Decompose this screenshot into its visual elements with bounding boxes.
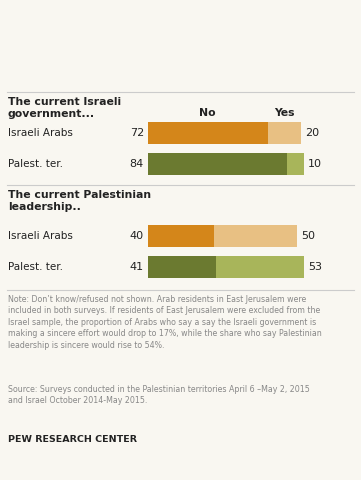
Bar [216, 256, 304, 278]
Bar [287, 153, 304, 175]
Text: The current Palestinian
leadership..: The current Palestinian leadership.. [8, 190, 151, 212]
Bar [148, 122, 268, 144]
Bar [148, 256, 216, 278]
Text: Palest. ter.: Palest. ter. [8, 159, 63, 169]
Text: No: No [200, 108, 216, 118]
Text: Yes: Yes [274, 108, 295, 118]
Bar [148, 225, 214, 247]
Text: 50: 50 [301, 231, 316, 241]
Text: Source: Surveys conducted in the Palestinian territories April 6 –May 2, 2015
an: Source: Surveys conducted in the Palesti… [8, 385, 310, 406]
Text: Israeli Arabs: Israeli Arabs [8, 128, 73, 138]
Text: 41: 41 [130, 262, 144, 272]
Bar [148, 153, 287, 175]
Text: The current Israeli
government...: The current Israeli government... [8, 97, 121, 119]
Text: 84: 84 [130, 159, 144, 169]
Text: 20: 20 [305, 128, 319, 138]
Bar [268, 122, 301, 144]
Text: 53: 53 [308, 262, 322, 272]
Bar [214, 225, 297, 247]
Text: Palest. ter.: Palest. ter. [8, 262, 63, 272]
Text: Note: Don’t know/refused not shown. Arab residents in East Jerusalem were
includ: Note: Don’t know/refused not shown. Arab… [8, 295, 322, 350]
Text: 40: 40 [130, 231, 144, 241]
Text: 72: 72 [130, 128, 144, 138]
Text: Israeli Arabs: Israeli Arabs [8, 231, 73, 241]
Text: PEW RESEARCH CENTER: PEW RESEARCH CENTER [8, 435, 137, 444]
Text: 10: 10 [308, 159, 322, 169]
